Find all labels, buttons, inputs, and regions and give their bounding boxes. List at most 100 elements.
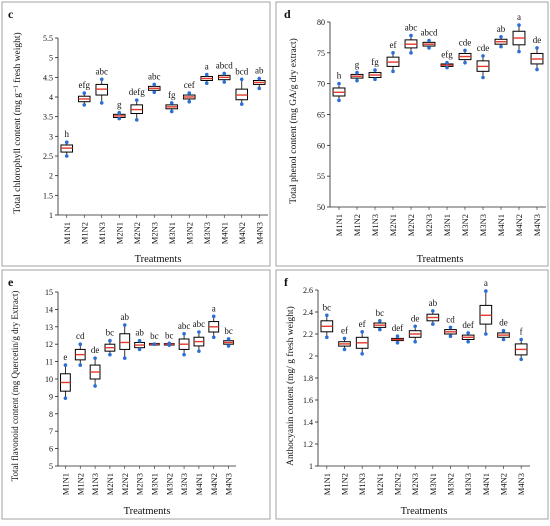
significance-letter: abcd — [421, 28, 438, 38]
y-tick-label: 9 — [49, 392, 53, 401]
x-tick-label: M2N2 — [132, 222, 142, 244]
whisker-min-point — [99, 101, 104, 105]
whisker-min-point — [257, 86, 262, 91]
significance-letter: efg — [441, 50, 453, 60]
whisker-min-point — [64, 154, 69, 158]
x-tick-label: M4N1 — [194, 473, 204, 495]
whisker-max-point — [93, 356, 97, 360]
box-M3N3 — [461, 331, 475, 344]
whisker-min-point — [395, 341, 400, 345]
whisker-max-point — [108, 338, 112, 343]
whisker-max-point — [226, 337, 231, 341]
whisker-min-point — [93, 384, 97, 388]
whisker-max-point — [355, 70, 359, 75]
significance-letter: a — [205, 62, 209, 72]
whisker-min-point — [169, 109, 174, 114]
significance-letter: a — [212, 303, 216, 313]
whisker-min-point — [204, 81, 209, 86]
y-tick-label: 6 — [49, 445, 53, 454]
significance-letter: def — [462, 320, 474, 330]
y-tick-label: 75 — [317, 49, 325, 58]
whisker-max-point — [257, 76, 262, 81]
whisker-min-point — [355, 78, 359, 83]
significance-letter: bc — [323, 302, 332, 312]
whisker-min-point — [337, 98, 341, 103]
whisker-max-point — [187, 91, 192, 95]
whisker-max-point — [373, 68, 377, 72]
x-tick-label: M2N2 — [393, 473, 403, 495]
whisker-max-point — [427, 38, 431, 43]
x-tick-label: M2N1 — [114, 222, 124, 244]
whisker-min-point — [187, 99, 192, 104]
x-tick-label: M1N2 — [79, 222, 89, 244]
whisker-min-point — [211, 335, 216, 340]
panel-letter: e — [8, 275, 14, 289]
whisker-max-point — [501, 328, 506, 333]
y-tick-label: 1.4 — [303, 418, 313, 427]
y-axis-label: Total phenol content (mg GA/g dry extrac… — [288, 38, 299, 204]
whisker-max-point — [378, 319, 382, 323]
x-tick-label: M3N1 — [428, 473, 438, 495]
whisker-min-point — [413, 339, 417, 344]
box-M3N3 — [200, 72, 214, 86]
significance-letter: a — [484, 278, 488, 288]
significance-letter: bc — [376, 308, 385, 318]
box-M4N3 — [223, 337, 234, 348]
box-body — [119, 333, 131, 350]
x-tick-label: M4N2 — [209, 473, 219, 495]
panel-border — [275, 269, 549, 520]
whisker-max-point — [431, 309, 435, 313]
whisker-min-point — [463, 60, 467, 65]
whisker-min-point — [108, 352, 112, 357]
box-M3N1 — [426, 309, 440, 326]
whisker-max-point — [413, 324, 417, 329]
whisker-max-point — [117, 110, 122, 115]
x-tick-label: M3N1 — [149, 473, 159, 495]
whisker-min-point — [122, 356, 127, 360]
box-M1N1 — [320, 313, 334, 340]
box-M3N1 — [440, 60, 454, 70]
whisker-max-point — [391, 51, 395, 55]
y-axis-label: Total chlorophyll content (mg g⁻¹ fresh … — [12, 32, 23, 213]
significance-letter: ef — [359, 319, 366, 329]
whisker-min-point — [409, 51, 413, 55]
y-tick-label: 2 — [309, 352, 313, 361]
significance-letter: bc — [165, 330, 174, 340]
whisker-min-point — [431, 322, 435, 326]
y-tick-label: 1.6 — [303, 396, 313, 405]
x-tick-label: M2N2 — [120, 473, 130, 495]
whisker-min-point — [152, 90, 157, 95]
box-M1N2 — [77, 91, 91, 107]
whisker-max-point — [64, 140, 69, 145]
x-tick-label: M3N2 — [164, 473, 174, 495]
whisker-min-point — [226, 344, 231, 348]
box-M4N1 — [494, 35, 508, 49]
y-tick-label: 3.5 — [43, 113, 53, 122]
x-tick-label: M4N1 — [481, 473, 491, 495]
significance-letter: fg — [168, 90, 176, 100]
x-tick-label: M2N1 — [105, 473, 115, 495]
x-tick-label: M3N3 — [179, 473, 189, 495]
y-tick-label: 4 — [49, 93, 53, 102]
chart-panel-e: e 5 6 7 8 9 10 11 12 13 14 15 M1N1 e M1N2 cd M1N3 de M2N1… — [1, 269, 271, 520]
whisker-max-point — [445, 60, 449, 65]
box-M1N1 — [332, 81, 346, 103]
box-M1N2 — [338, 336, 351, 352]
y-tick-label: 10 — [45, 375, 53, 384]
significance-letter: g — [117, 100, 122, 110]
x-tick-label: M4N3 — [516, 473, 526, 495]
whisker-max-point — [152, 82, 157, 87]
panel-letter: c — [8, 7, 14, 21]
significance-letter: cde — [459, 37, 472, 47]
box-M2N1 — [373, 319, 387, 332]
box-M2N1 — [386, 51, 400, 74]
whisker-max-point — [137, 338, 142, 343]
whisker-min-point — [197, 349, 201, 353]
x-tick-label: M4N2 — [514, 214, 524, 236]
box-M3N1 — [165, 101, 179, 114]
box-M4N2 — [497, 328, 510, 342]
whisker-min-point — [466, 339, 470, 344]
significance-letter: de — [499, 318, 508, 328]
panel-letter: f — [284, 275, 289, 289]
y-tick-label: 60 — [317, 141, 325, 150]
